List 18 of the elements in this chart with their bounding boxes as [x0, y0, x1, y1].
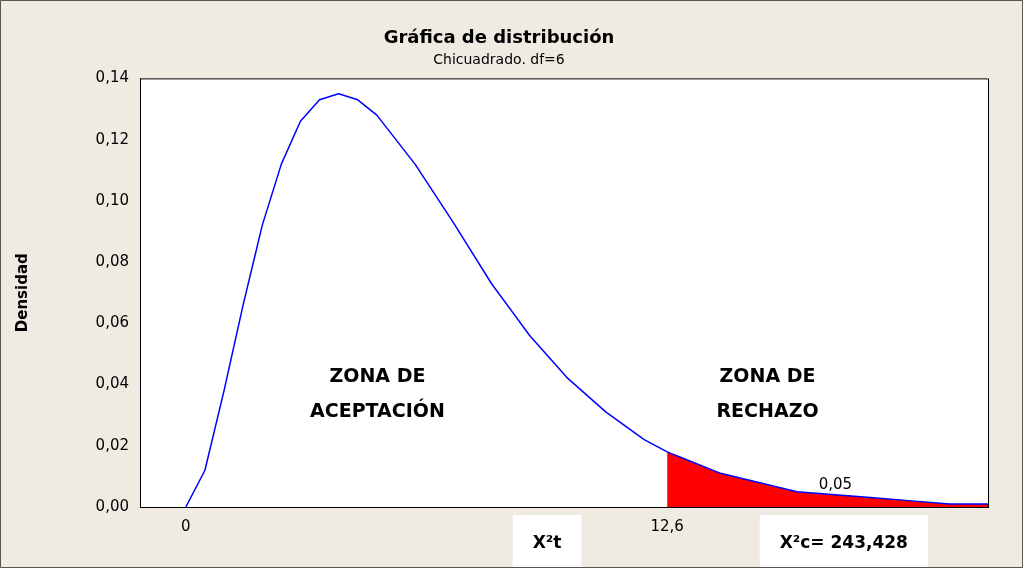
annotation: ZONA DE ACEPTACIÓN [310, 363, 445, 421]
text: X²t [532, 532, 562, 553]
y-tick-label: 0,00 [95, 496, 129, 515]
text: X²c= 243,428 [779, 532, 908, 553]
y-tick-label: 0,14 [95, 68, 129, 87]
y-tick-label: 0,08 [95, 251, 129, 270]
y-tick-label: 0,06 [95, 313, 129, 332]
y-tick-label: 0,04 [95, 374, 129, 393]
y-tick-label: 0,10 [95, 190, 129, 209]
chart-subtitle: Chicuadrado. df=6 [433, 50, 565, 67]
x-tick-label: 0 [181, 516, 191, 535]
y-tick-label: 0,12 [95, 129, 129, 148]
annotation: 0,05 [818, 475, 853, 494]
x-tick-label: 12,6 [650, 516, 684, 535]
y-axis-title: Densidad [12, 253, 31, 333]
chart-title: Gráfica de distribución [383, 26, 615, 48]
annotation: ZONA DE RECHAZO [716, 363, 819, 421]
y-tick-label: 0,02 [95, 435, 129, 454]
